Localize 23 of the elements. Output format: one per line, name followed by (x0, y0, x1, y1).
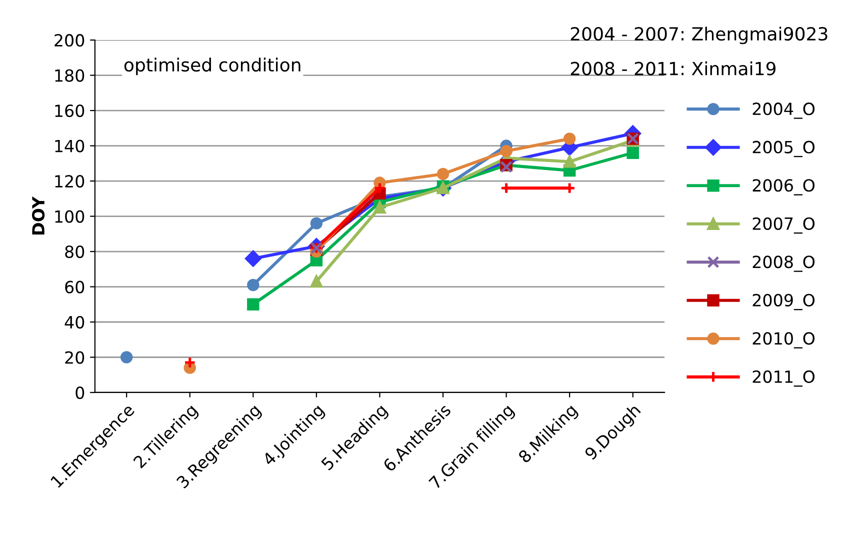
annotation: 2008 - 2011: Xinmai19 (570, 61, 776, 76)
y-tick-label: 200 (54, 34, 84, 47)
y-tick-label: 180 (55, 69, 84, 82)
y-axis-title: DOY (32, 196, 45, 234)
y-tick-label: 140 (55, 140, 84, 152)
legend-label: 2010_O (752, 332, 815, 348)
y-tick-label: 80 (65, 245, 84, 258)
y-tick-label: 120 (55, 174, 84, 188)
legend-label: 2007_O (752, 217, 815, 234)
y-tick-label: 0 (76, 386, 84, 400)
legend-label: 2004_O (752, 102, 815, 119)
legend-label: 2009_O (752, 294, 815, 310)
legend-label: 2005_O (752, 140, 815, 158)
legend-label: 2011_O (752, 370, 815, 387)
annotation: 2004 - 2007: Zhengmai9023 (570, 26, 828, 44)
y-tick-label: 20 (65, 351, 84, 364)
annotation: optimised condition (124, 58, 300, 76)
y-tick-label: 40 (64, 316, 84, 329)
y-tick-label: 100 (55, 210, 84, 223)
legend-label: 2008_O (752, 256, 815, 272)
y-tick-label: 160 (55, 104, 84, 118)
legend-label: 2006_O (752, 179, 815, 196)
y-tick-label: 60 (65, 280, 84, 294)
